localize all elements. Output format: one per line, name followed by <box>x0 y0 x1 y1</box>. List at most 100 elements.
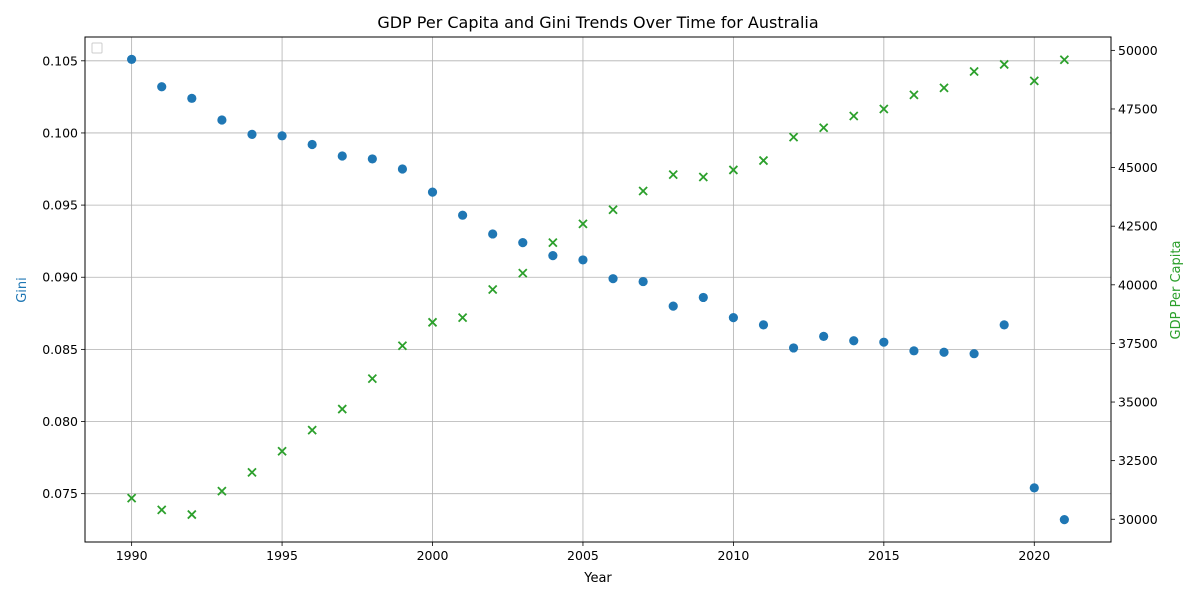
gdp-point <box>939 83 949 93</box>
gini-point <box>849 336 859 346</box>
gdp-point-stroke <box>488 284 498 295</box>
gdp-point-stroke <box>548 237 558 248</box>
gini-point <box>939 347 949 357</box>
gdp-point-stroke <box>1029 76 1039 86</box>
gini-point <box>217 115 227 125</box>
gdp-point <box>397 341 408 351</box>
y-right-tick-label: 35000 <box>1118 395 1158 410</box>
gini-point <box>819 331 829 341</box>
gdp-point-stroke <box>397 341 408 351</box>
gini-point <box>728 313 738 323</box>
gini-point <box>999 320 1009 330</box>
gdp-point-stroke <box>939 83 949 93</box>
y-left-tick-label: 0.075 <box>42 486 78 501</box>
gdp-point <box>578 219 588 229</box>
gini-point <box>307 139 317 150</box>
y-left-tick-label: 0.090 <box>42 270 78 285</box>
gini-point <box>127 54 137 64</box>
gdp-point-stroke <box>849 111 859 121</box>
y-left-axis-title: Gini <box>15 277 30 303</box>
gini-point <box>879 337 889 347</box>
gini-point <box>788 343 799 353</box>
gdp-point-stroke <box>457 312 468 323</box>
y-left-tick-label: 0.100 <box>42 125 78 140</box>
gdp-point <box>728 165 739 175</box>
gdp-point <box>367 373 377 384</box>
gdp-point <box>969 66 979 77</box>
gini-point <box>758 320 769 330</box>
gdp-point-stroke <box>819 123 829 133</box>
gdp-point <box>247 467 257 478</box>
gini-point <box>247 129 257 139</box>
gini-point <box>277 131 287 141</box>
gdp-point <box>608 205 618 215</box>
gdp-point-stroke <box>879 104 889 114</box>
gdp-point <box>1059 55 1070 65</box>
gdp-point <box>518 268 528 278</box>
gini-point <box>397 164 408 174</box>
gdp-point-stroke <box>187 509 197 520</box>
gini-point <box>668 301 678 311</box>
axis-layer: 1990 1995 2000 2005 2010 2015 2020 0.075 0.080 0.… <box>42 43 1158 563</box>
gdp-point <box>999 59 1009 70</box>
gdp-point-stroke <box>1059 55 1070 65</box>
gini-point <box>1059 515 1069 525</box>
gini-point <box>909 346 919 356</box>
gini-point <box>427 187 438 197</box>
plot-frame <box>84 36 1112 543</box>
x-tick-label: 1995 <box>266 548 298 563</box>
gdp-point-stroke <box>307 425 317 435</box>
gdp-point-stroke <box>337 404 347 414</box>
y-right-tick-label: 30000 <box>1118 512 1158 527</box>
x-tick-label: 2020 <box>1018 548 1050 563</box>
gini-point <box>518 238 528 248</box>
marks-layer <box>126 54 1070 525</box>
gdp-point-stroke <box>217 486 227 496</box>
gini-point <box>157 82 167 92</box>
gdp-point-stroke <box>367 373 377 384</box>
x-tick-label: 1990 <box>116 548 148 563</box>
y-right-tick-label: 45000 <box>1118 160 1158 175</box>
y-right-axis-title: GDP Per Capita <box>1169 241 1184 340</box>
gdp-point-stroke <box>157 505 167 515</box>
gdp-point <box>187 509 197 520</box>
gdp-point <box>758 155 769 166</box>
gini-point <box>608 274 618 284</box>
gdp-point-stroke <box>247 467 257 478</box>
gdp-point-stroke <box>999 59 1009 70</box>
gini-point <box>638 276 648 287</box>
gini-point <box>578 255 588 265</box>
gdp-point-stroke <box>518 268 528 278</box>
gdp-point-stroke <box>126 493 137 503</box>
gdp-point <box>277 446 287 456</box>
gdp-point <box>668 169 678 180</box>
y-right-tick-label: 50000 <box>1118 43 1158 58</box>
gdp-point <box>217 486 227 496</box>
gdp-point <box>548 237 558 248</box>
x-tick-label: 2005 <box>567 548 599 563</box>
gini-point <box>1029 483 1039 493</box>
y-right-tick-label: 37500 <box>1118 336 1158 351</box>
gdp-point-stroke <box>969 66 979 77</box>
y-right-tick-label: 47500 <box>1118 101 1158 116</box>
gini-point <box>458 210 468 220</box>
gdp-point <box>698 172 708 182</box>
gdp-point <box>307 425 317 435</box>
gdp-point <box>788 132 799 142</box>
gdp-point <box>638 186 648 196</box>
gdp-point-stroke <box>698 172 708 182</box>
y-right-tick-label: 32500 <box>1118 453 1158 468</box>
gdp-point-stroke <box>758 155 769 166</box>
y-left-tick-label: 0.105 <box>42 53 78 68</box>
gini-point <box>488 229 498 239</box>
gdp-point-stroke <box>638 186 648 196</box>
gini-point <box>969 349 979 359</box>
gdp-point <box>157 505 167 515</box>
y-right-tick-label: 42500 <box>1118 219 1158 234</box>
gini-point <box>548 250 558 261</box>
gdp-point <box>849 111 859 121</box>
x-tick-label: 2000 <box>417 548 449 563</box>
gdp-point-stroke <box>427 317 438 327</box>
